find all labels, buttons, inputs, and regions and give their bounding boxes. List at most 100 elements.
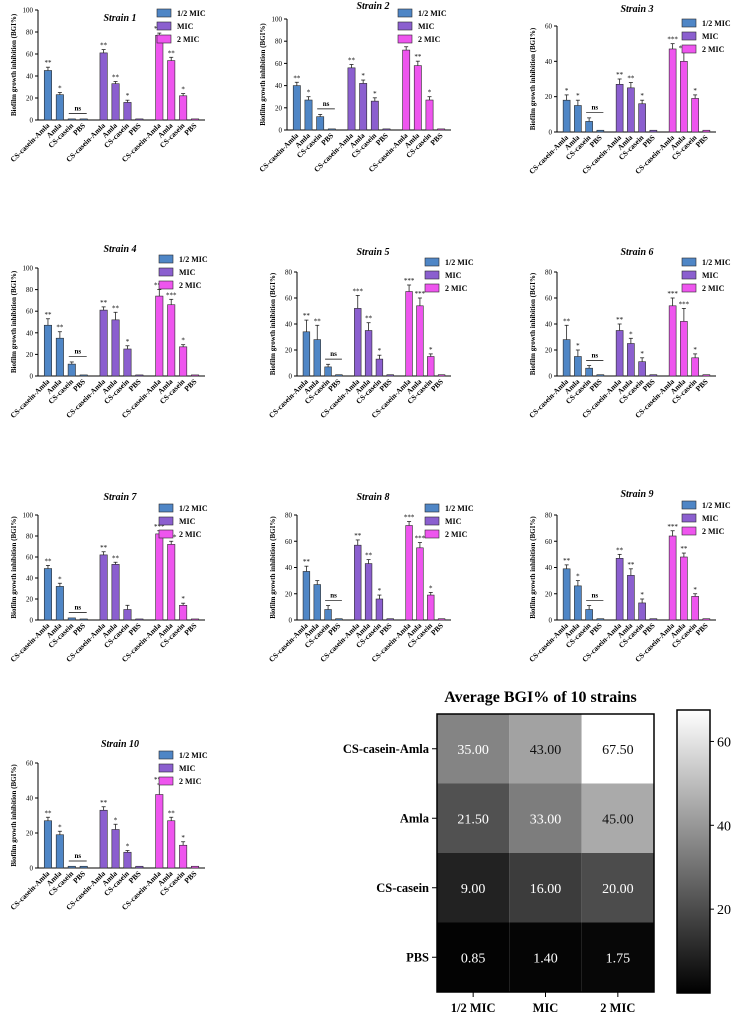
heatmap-cell (509, 922, 582, 992)
significance-marker: * (429, 346, 433, 354)
legend-label-half: 1/2 MIC (702, 258, 731, 267)
bar-twomic-3 (427, 356, 435, 377)
category-label: PBS (182, 621, 198, 637)
legend-swatch-mic (681, 31, 697, 41)
bar-chart-strain-1: Strain 1 0 20 40 60 80 100 Biofilm growth inhib… (8, 7, 205, 164)
y-tick-label: 60 (285, 295, 293, 303)
category-label: PBS (429, 377, 445, 393)
significance-marker: * (629, 330, 633, 338)
category-label: PBS (127, 869, 143, 885)
bar-half-1 (302, 331, 311, 377)
bar-twomic-1 (405, 525, 413, 621)
category-label: PBS (694, 133, 710, 149)
y-tick-label: 20 (545, 590, 553, 598)
bar-twomic-4 (702, 129, 711, 133)
bar-half-2 (574, 585, 582, 621)
category-label: CS-casein-Amla (8, 621, 51, 664)
significance-marker: ** (100, 299, 108, 307)
significance-marker: * (361, 72, 365, 80)
legend-swatch-mic (424, 270, 440, 280)
heatmap-title: Average BGI% of 10 strains (444, 689, 637, 706)
ns-label: ns (591, 591, 598, 599)
bar-twomic-2 (680, 61, 688, 133)
bar-chart-strain-4: Strain 4 0 20 40 60 80 100 Biofilm growth inhib… (8, 244, 207, 420)
significance-marker: * (576, 92, 580, 100)
bar-mic-4 (135, 118, 144, 121)
y-tick-label: 60 (285, 538, 293, 546)
significance-marker: ** (168, 49, 176, 57)
y-tick-label: 60 (545, 538, 553, 546)
legend-label-half: 1/2 MIC (179, 751, 208, 760)
y-tick-label: 0 (279, 127, 283, 135)
y-tick-label: 40 (545, 564, 553, 572)
heatmap-cell (437, 853, 510, 923)
y-axis-label: Biofilm growth inhibition (BGI%) (10, 270, 18, 373)
bar-mic-4 (135, 374, 144, 377)
bar-half-4 (327, 128, 336, 131)
significance-marker: * (58, 575, 62, 583)
legend-label-twomic: 2 MIC (702, 527, 725, 536)
legend: 1/2 MIC MIC 2 MIC (681, 500, 731, 536)
y-tick-label: 40 (26, 329, 34, 337)
bar-twomic-2 (167, 544, 176, 621)
y-tick-label: 80 (545, 512, 553, 520)
legend-label-twomic: 2 MIC (445, 284, 468, 293)
legend-label-twomic: 2 MIC (179, 281, 202, 290)
bar-twomic-1 (668, 305, 677, 377)
y-axis-label: Biofilm growth inhibition (BGI%) (529, 516, 537, 619)
bar-half-4 (79, 118, 88, 121)
legend: 1/2 MIC MIC 2 MIC (158, 750, 208, 786)
bar-twomic-2 (167, 60, 176, 121)
y-tick-label: 0 (549, 373, 553, 381)
significance-marker: * (126, 843, 130, 851)
category-label: PBS (374, 131, 390, 147)
significance-marker: *** (667, 523, 678, 531)
significance-marker: * (693, 586, 697, 594)
legend-swatch-twomic (397, 34, 413, 44)
legend-swatch-twomic (156, 34, 172, 44)
y-axis-label: Biofilm growth inhibition (BGI%) (10, 516, 18, 619)
category-label: PBS (319, 131, 335, 147)
significance-marker: ** (303, 312, 311, 320)
chart-title: Strain 3 (620, 4, 653, 15)
legend-swatch-half (156, 8, 172, 18)
bar-twomic-4 (191, 374, 200, 377)
bar-mic-3 (638, 103, 646, 133)
bar-mic-1 (615, 558, 624, 621)
bar-mic-1 (99, 809, 108, 869)
bar-twomic-4 (702, 374, 711, 377)
bar-half-4 (596, 374, 605, 377)
chart-title: Strain 5 (356, 247, 389, 258)
bar-twomic-1 (405, 291, 413, 377)
bar-mic-1 (615, 330, 624, 377)
y-tick-label: 60 (545, 295, 553, 303)
legend-label-half: 1/2 MIC (179, 504, 208, 513)
ns-label: ns (330, 591, 337, 599)
legend-swatch-twomic (681, 283, 697, 293)
colorbar-tick-label: 40 (717, 819, 731, 834)
category-label: PBS (694, 621, 710, 637)
bar-half-1 (43, 70, 52, 121)
legend-label-mic: MIC (418, 22, 435, 31)
bar-half-2 (313, 584, 321, 621)
significance-marker: *** (415, 535, 426, 543)
legend-swatch-half (158, 503, 174, 513)
legend: 1/2 MIC MIC 2 MIC (681, 257, 731, 293)
significance-marker: ** (563, 557, 571, 565)
significance-marker: ** (627, 75, 635, 83)
bar-half-1 (43, 820, 52, 869)
y-tick-label: 40 (26, 73, 34, 81)
bar-mic-3 (123, 609, 132, 621)
column-label: MIC (533, 1001, 559, 1015)
y-tick-label: 40 (545, 58, 553, 66)
y-tick-label: 20 (26, 351, 34, 359)
colorbar-tick-label: 20 (717, 903, 731, 918)
bar-twomic-3 (179, 604, 188, 621)
significance-marker: ** (168, 809, 176, 817)
legend-label-mic: MIC (445, 517, 462, 526)
ns-label: ns (323, 100, 330, 108)
significance-marker: ** (293, 74, 301, 82)
row-label: CS-casein-Amla (343, 742, 430, 756)
